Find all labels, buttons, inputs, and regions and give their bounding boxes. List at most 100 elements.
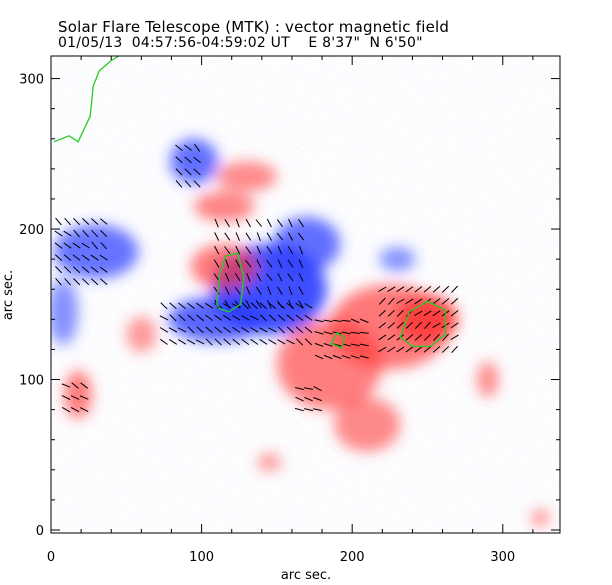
negative-polarity-region-5 xyxy=(51,278,79,345)
field-vector-2-34 xyxy=(232,315,241,321)
field-vector-1-9 xyxy=(193,168,201,176)
field-vector-3-55 xyxy=(288,218,293,228)
field-vector-4-23 xyxy=(359,318,369,323)
field-vector-0-23 xyxy=(82,218,90,225)
field-vector-2-63 xyxy=(295,302,304,309)
field-vector-2-11 xyxy=(178,302,186,309)
field-vector-3-23 xyxy=(246,272,251,282)
y-axis-label: arc sec. xyxy=(1,270,16,320)
field-vector-7-2 xyxy=(294,387,305,391)
field-vector-4-11 xyxy=(332,319,342,322)
negative-polarity-region-6 xyxy=(379,247,416,272)
field-vector-3-51 xyxy=(287,273,294,282)
field-vector-6-3 xyxy=(70,407,80,413)
field-vector-4-7 xyxy=(323,319,333,323)
field-vector-7-5 xyxy=(304,387,313,390)
field-vector-5-36 xyxy=(432,346,441,353)
field-vector-3-36 xyxy=(267,286,272,296)
y-tick-label: 300 xyxy=(19,73,44,88)
field-vector-3-21 xyxy=(245,300,251,309)
x-axis-label: arc sec. xyxy=(281,568,331,583)
field-vector-5-48 xyxy=(451,345,459,354)
field-vector-0-4 xyxy=(54,230,63,237)
field-vector-3-6 xyxy=(214,218,219,228)
field-vector-5-5 xyxy=(378,286,387,292)
field-vector-5-35 xyxy=(423,285,432,293)
field-vector-2-0 xyxy=(160,338,168,345)
field-vector-3-60 xyxy=(298,245,303,255)
positive-polarity-region-9 xyxy=(276,319,383,410)
field-vector-3-43 xyxy=(277,286,283,295)
field-vector-3-17 xyxy=(235,259,241,268)
field-vector-3-19 xyxy=(235,232,240,241)
field-vector-3-49 xyxy=(288,299,293,309)
field-vector-2-24 xyxy=(214,338,222,346)
field-vector-5-14 xyxy=(396,321,405,329)
field-vector-2-48 xyxy=(268,339,277,345)
field-vector-3-40 xyxy=(266,232,273,241)
field-vector-2-7 xyxy=(169,302,177,310)
field-vector-2-28 xyxy=(223,338,231,346)
field-vector-3-9 xyxy=(224,272,230,282)
field-vector-3-28 xyxy=(255,300,262,309)
field-vector-4-14 xyxy=(341,331,351,335)
field-vector-6-2 xyxy=(61,383,71,388)
field-vector-7-4 xyxy=(304,396,313,402)
field-vector-5-11 xyxy=(387,286,396,293)
field-vector-7-0 xyxy=(294,407,304,412)
x-tick-label: 100 xyxy=(189,550,214,565)
field-vector-5-23 xyxy=(405,286,414,293)
field-vector-0-26 xyxy=(90,254,99,261)
field-vector-2-45 xyxy=(259,327,268,333)
field-vector-4-1 xyxy=(314,342,324,347)
plot-frame xyxy=(50,55,561,534)
field-vector-6-5 xyxy=(71,382,79,389)
field-vector-5-8 xyxy=(387,322,396,329)
positive-polarity-region-14 xyxy=(64,370,92,419)
field-vector-5-26 xyxy=(414,321,422,329)
field-vector-5-37 xyxy=(433,333,440,341)
field-vector-5-17 xyxy=(396,286,405,293)
field-vector-2-35 xyxy=(231,303,241,309)
field-vector-4-8 xyxy=(332,354,342,359)
field-vector-5-25 xyxy=(414,334,423,341)
field-vector-2-15 xyxy=(187,302,195,309)
x-tick-label: 200 xyxy=(340,550,365,565)
field-vector-3-59 xyxy=(298,259,304,268)
field-vector-5-12 xyxy=(396,346,405,353)
field-vector-2-19 xyxy=(196,302,205,309)
field-vector-4-3 xyxy=(314,319,324,323)
field-vector-4-4 xyxy=(323,354,333,360)
field-vector-2-64 xyxy=(304,338,313,346)
field-vector-0-0 xyxy=(55,277,62,286)
field-vector-4-18 xyxy=(350,331,360,334)
field-vector-4-2 xyxy=(314,331,324,335)
field-vector-5-46 xyxy=(441,298,450,305)
field-vector-3-32 xyxy=(256,245,262,255)
field-vector-2-4 xyxy=(168,338,178,345)
positive-polarity-region-18 xyxy=(531,510,550,526)
field-vector-3-61 xyxy=(297,232,305,241)
field-vector-7-7 xyxy=(313,397,322,402)
field-vector-5-47 xyxy=(441,285,450,293)
field-vector-3-2 xyxy=(213,273,220,282)
field-vector-0-19 xyxy=(81,266,90,273)
field-vector-3-30 xyxy=(256,273,262,282)
field-vector-6-0 xyxy=(61,406,71,413)
field-vector-3-12 xyxy=(224,232,231,241)
field-vector-3-27 xyxy=(245,218,251,228)
field-vector-5-0 xyxy=(378,346,387,353)
field-vector-4-19 xyxy=(350,318,360,324)
field-vector-0-10 xyxy=(63,230,72,237)
chart-subtitle: 01/05/13 04:57:56-04:59:02 UT E 8'37" N … xyxy=(58,35,423,51)
field-vector-2-67 xyxy=(304,303,313,309)
field-vector-5-9 xyxy=(387,309,395,317)
field-vector-3-8 xyxy=(224,286,230,296)
field-vector-0-32 xyxy=(99,254,108,261)
field-vector-4-21 xyxy=(359,343,369,347)
field-vector-5-2 xyxy=(378,322,387,329)
field-vector-3-33 xyxy=(256,232,261,241)
field-vector-5-10 xyxy=(387,297,395,305)
field-vector-0-30 xyxy=(99,278,108,285)
field-vector-2-65 xyxy=(304,326,313,334)
